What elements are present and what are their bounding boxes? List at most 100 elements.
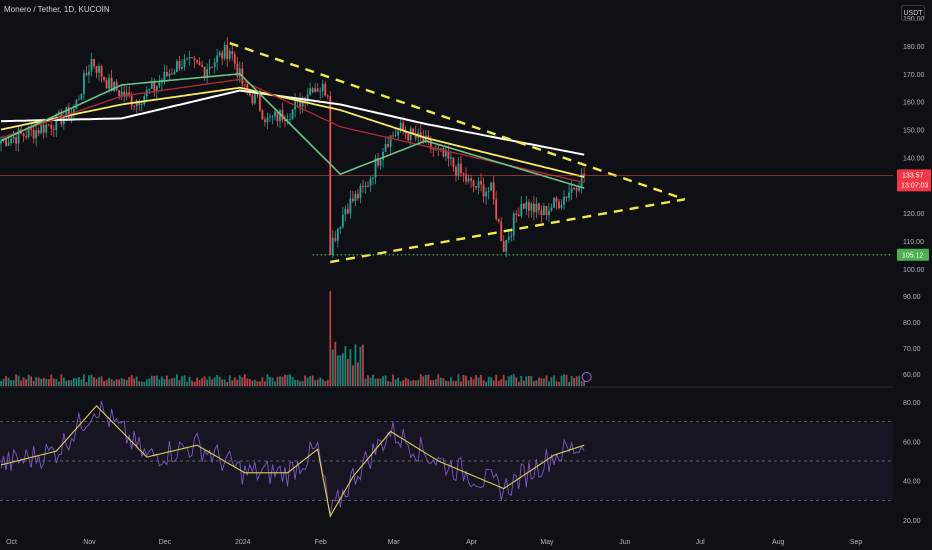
candle-body <box>35 130 38 139</box>
volume-bar <box>387 381 389 386</box>
volume-bar <box>145 379 148 386</box>
volume-bar <box>510 375 513 386</box>
candle-body <box>364 185 367 187</box>
volume-bar <box>480 374 482 386</box>
volume-bar <box>238 375 241 386</box>
volume-bar <box>15 374 17 386</box>
volume-bar <box>206 379 209 386</box>
candle-body <box>206 69 209 77</box>
candle-body <box>93 59 95 67</box>
volume-bar <box>352 365 354 386</box>
candle-body <box>565 196 568 198</box>
volume-bar <box>540 378 543 386</box>
volume-bar <box>133 378 136 386</box>
candle-body <box>538 203 540 211</box>
volume-bar <box>90 374 93 386</box>
volume-bar <box>384 375 387 386</box>
candle-body <box>231 51 234 55</box>
volume-bar <box>522 380 525 386</box>
volume-bar <box>153 375 156 386</box>
volume-bar <box>462 375 465 386</box>
candle-body <box>243 84 246 86</box>
volume-bar <box>45 378 48 386</box>
x-tick-label: Aug <box>772 539 785 546</box>
volume-bar <box>32 380 35 386</box>
volume-bar <box>485 381 488 386</box>
candle-body <box>321 83 324 92</box>
candle-body <box>445 150 447 157</box>
candle-body <box>520 203 523 217</box>
candle-body <box>15 137 17 144</box>
volume-bar <box>520 375 523 386</box>
candle-body <box>211 66 214 68</box>
candle-body <box>470 178 472 181</box>
volume-bar <box>397 377 400 386</box>
volume-bar <box>221 379 224 386</box>
y-tick-label: 190.00 <box>903 16 925 23</box>
volume-bar <box>143 381 146 386</box>
candle-body <box>407 133 410 141</box>
volume-bar <box>83 374 85 386</box>
volume-bar <box>530 376 533 386</box>
candle-body <box>201 64 203 67</box>
candle-body <box>208 66 211 70</box>
candle-body <box>460 163 462 174</box>
ema-lines <box>0 72 585 189</box>
candle-body <box>495 199 498 220</box>
ema-white-line <box>0 89 585 156</box>
symbol-title[interactable]: Monero / Tether, 1D, KUCOIN <box>4 5 110 14</box>
x-tick-label: 2024 <box>235 539 251 546</box>
candle-body <box>510 235 513 238</box>
volume-bar <box>256 381 259 386</box>
candle-body <box>362 185 364 187</box>
volume-bar <box>296 379 299 386</box>
candle-body <box>475 185 477 188</box>
candle-body <box>465 174 467 182</box>
candle-body <box>359 185 362 199</box>
currency-badge[interactable]: USDT <box>901 5 925 21</box>
volume-bar <box>198 379 201 386</box>
volume-bar <box>394 379 397 386</box>
volume-bar <box>432 380 435 386</box>
last-price-tag <box>897 169 931 192</box>
volume-bar <box>319 377 322 386</box>
candle-body <box>178 61 181 69</box>
candle-body <box>62 117 65 125</box>
volume-bar <box>550 377 553 386</box>
candle-body <box>382 151 384 160</box>
volume-bar <box>515 377 518 386</box>
volume-bar <box>173 377 176 386</box>
candle-body <box>110 77 113 91</box>
candle-body <box>384 143 387 152</box>
volume-bar <box>369 377 372 386</box>
volume-bar <box>284 374 286 386</box>
volume-bar <box>52 378 55 386</box>
y-tick-label: 140.00 <box>903 155 925 162</box>
candle-body <box>324 83 327 96</box>
candle-body <box>306 94 309 102</box>
candle-body <box>560 204 563 208</box>
volume-bar <box>20 380 23 386</box>
candle-body <box>402 122 405 131</box>
candle-body <box>271 116 274 118</box>
candle-body <box>281 110 284 121</box>
candle-body <box>447 150 450 159</box>
candle-body <box>311 88 314 93</box>
volume-bar <box>196 377 198 386</box>
volume-bar <box>228 375 231 386</box>
candle-body <box>113 81 116 91</box>
volume-bar <box>181 376 183 386</box>
volume-bar <box>467 380 470 386</box>
volume-bar <box>258 381 261 386</box>
drawings[interactable] <box>0 41 893 264</box>
volume-bar <box>125 379 128 386</box>
x-tick-label: Mar <box>388 539 401 546</box>
candle-body <box>427 135 430 139</box>
volume-bar <box>155 375 158 386</box>
volume-bar <box>47 378 50 386</box>
volume-bar <box>311 375 314 386</box>
rsi-tick-label: 40.00 <box>903 479 921 486</box>
volume-bar <box>565 374 568 386</box>
volume-bar <box>183 375 186 386</box>
